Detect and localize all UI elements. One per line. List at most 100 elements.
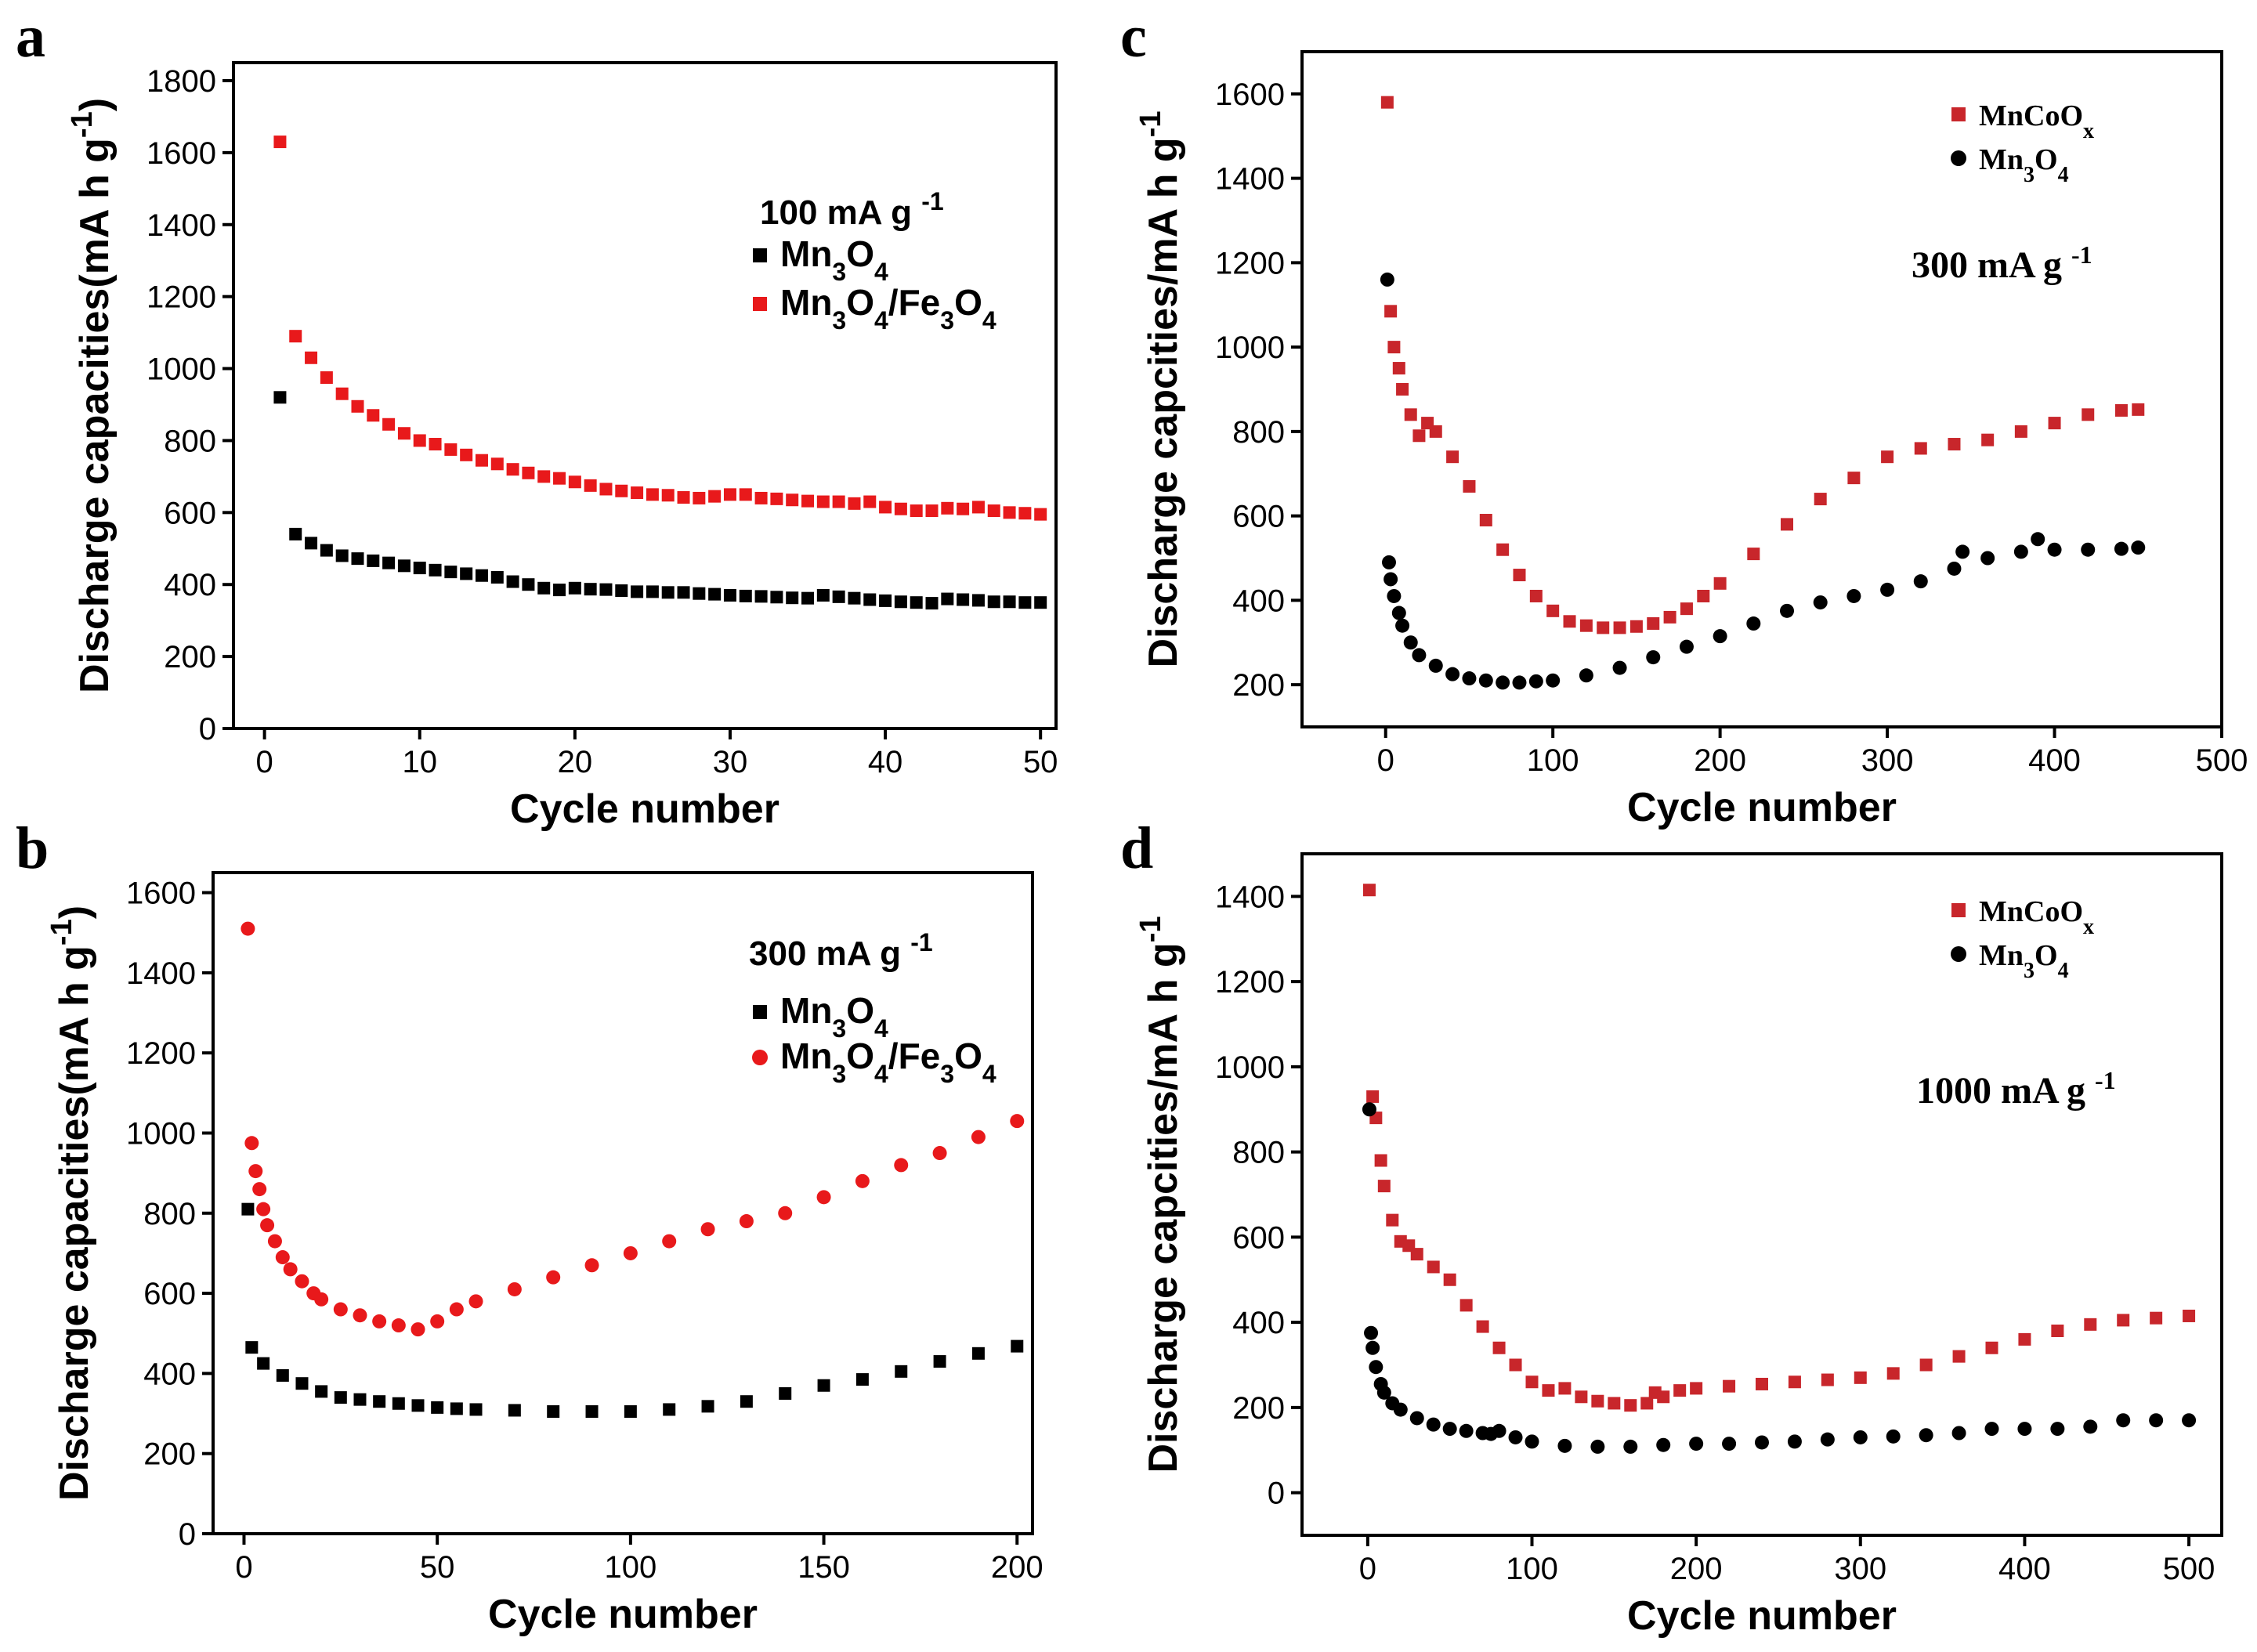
data-point	[957, 593, 970, 606]
data-point	[1396, 383, 1409, 396]
data-point	[2182, 1413, 2197, 1428]
data-point	[469, 1403, 483, 1416]
data-point	[248, 1164, 263, 1179]
data-point	[1590, 1439, 1605, 1454]
data-point	[553, 584, 566, 597]
series-mncoox	[1380, 96, 2145, 634]
data-point	[1003, 506, 1016, 519]
data-point	[1646, 650, 1661, 665]
data-point	[786, 591, 799, 605]
data-point	[1462, 671, 1477, 686]
data-point	[615, 584, 628, 598]
panel-letter-c: c	[1120, 4, 1147, 70]
data-point	[267, 1234, 282, 1249]
data-point	[723, 488, 736, 501]
data-point	[623, 1245, 638, 1260]
x-tick-label: 40	[868, 745, 903, 779]
data-point	[925, 504, 939, 518]
data-point	[460, 567, 473, 580]
data-point	[460, 448, 473, 461]
data-point	[1575, 1390, 1588, 1404]
data-point	[2150, 1311, 2163, 1325]
data-point	[1377, 1180, 1391, 1193]
y-tick-label: 400	[164, 568, 216, 602]
data-point	[615, 484, 628, 497]
data-point	[1429, 425, 1442, 438]
data-point	[1496, 543, 1510, 556]
data-point	[1528, 674, 1543, 689]
x-tick-label: 200	[1694, 743, 1746, 778]
data-point	[1821, 1373, 1834, 1386]
x-tick-label: 400	[2028, 743, 2081, 778]
data-point	[1459, 1423, 1474, 1438]
data-point	[987, 504, 1000, 518]
y-tick-label: 600	[164, 496, 216, 530]
data-point	[1512, 675, 1527, 690]
x-tick-label: 0	[1359, 1552, 1376, 1586]
data-point	[1376, 1385, 1391, 1400]
data-point	[1853, 1430, 1868, 1444]
data-point	[353, 1393, 367, 1406]
current-density-annotation: 1000 mA g -1	[1916, 1066, 2116, 1112]
data-point	[708, 490, 722, 503]
data-point	[2083, 1419, 2098, 1434]
data-point	[932, 1146, 947, 1161]
data-point	[1557, 1438, 1572, 1453]
data-point	[413, 434, 426, 447]
data-point	[411, 1322, 425, 1337]
data-point	[1366, 1090, 1380, 1103]
data-point	[1919, 1358, 1933, 1372]
data-point	[2114, 541, 2129, 556]
data-point	[1624, 1399, 1637, 1412]
y-tick-label: 1200	[146, 280, 216, 315]
data-point	[663, 1403, 676, 1416]
data-point	[1018, 596, 1032, 609]
data-point	[894, 502, 907, 515]
data-point	[971, 1130, 986, 1144]
data-point	[1546, 604, 1560, 617]
y-tick-label: 1600	[126, 877, 196, 911]
data-point	[1579, 668, 1593, 683]
data-point	[2048, 417, 2061, 430]
data-point	[1886, 1367, 1900, 1380]
x-axis-label: Cycle number	[1627, 785, 1897, 830]
data-point	[1442, 1422, 1457, 1437]
y-tick-label: 1600	[146, 136, 216, 171]
data-point	[925, 597, 939, 610]
data-point	[373, 1395, 386, 1408]
data-point	[314, 1292, 329, 1307]
x-tick-label: 50	[1023, 745, 1058, 779]
data-point	[599, 483, 613, 496]
data-point	[1492, 1423, 1506, 1438]
data-point	[1597, 621, 1610, 634]
data-point	[1746, 616, 1761, 631]
data-point	[1673, 1384, 1687, 1397]
series-mn3o4	[241, 1202, 1024, 1418]
data-point	[1919, 1428, 1933, 1443]
data-point	[855, 1173, 870, 1188]
data-point	[971, 501, 985, 514]
data-point	[450, 1402, 463, 1415]
data-point	[1640, 1397, 1654, 1410]
data-point	[832, 495, 845, 508]
data-point	[1948, 438, 1961, 451]
data-point	[817, 1379, 830, 1392]
data-point	[1513, 569, 1526, 582]
data-point	[1980, 551, 1995, 566]
y-tick-label: 1600	[1215, 78, 1285, 112]
y-tick-label: 1400	[146, 208, 216, 243]
data-point	[430, 1314, 445, 1328]
data-point	[1374, 1154, 1387, 1167]
x-tick-label: 0	[235, 1550, 252, 1585]
data-point	[289, 527, 302, 540]
x-tick-label: 150	[798, 1550, 850, 1585]
data-point	[252, 1182, 267, 1197]
y-tick-label: 400	[143, 1357, 196, 1391]
legend-marker	[753, 248, 767, 262]
y-tick-label: 1000	[1215, 1050, 1285, 1085]
data-point	[2031, 532, 2045, 547]
y-tick-label: 1400	[1215, 880, 1285, 914]
data-point	[382, 556, 396, 569]
data-point	[770, 492, 783, 505]
data-point	[879, 501, 892, 514]
